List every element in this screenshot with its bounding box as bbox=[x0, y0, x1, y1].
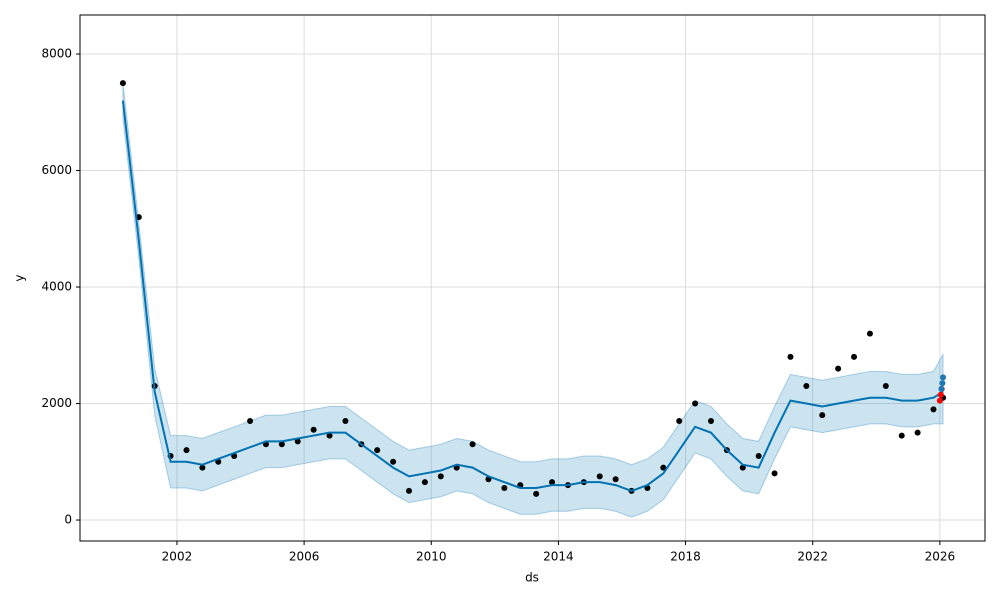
y-tick-label: 2000 bbox=[41, 396, 72, 410]
data-point bbox=[937, 391, 944, 398]
uncertainty-band bbox=[122, 83, 944, 518]
data-point bbox=[882, 383, 889, 390]
data-point bbox=[278, 441, 285, 448]
data-point bbox=[938, 385, 945, 392]
data-point bbox=[940, 374, 947, 381]
data-point bbox=[676, 418, 683, 425]
data-point bbox=[310, 426, 317, 433]
data-point bbox=[851, 353, 858, 360]
data-point bbox=[803, 383, 810, 390]
data-point bbox=[692, 400, 699, 407]
y-tick-label: 8000 bbox=[41, 47, 72, 61]
data-point bbox=[406, 487, 413, 494]
data-point bbox=[939, 380, 946, 387]
data-point bbox=[739, 464, 746, 471]
x-tick-label: 2022 bbox=[797, 550, 828, 564]
x-axis-label: ds bbox=[525, 571, 539, 585]
data-point bbox=[549, 479, 556, 486]
data-point bbox=[342, 418, 349, 425]
data-point bbox=[755, 452, 762, 459]
data-point bbox=[771, 470, 778, 477]
data-point bbox=[914, 429, 921, 436]
data-point bbox=[183, 447, 190, 454]
data-point bbox=[199, 464, 206, 471]
data-point bbox=[294, 438, 301, 445]
data-point bbox=[866, 330, 873, 337]
data-point bbox=[501, 484, 508, 491]
data-point bbox=[596, 473, 603, 480]
y-tick-label: 0 bbox=[64, 513, 72, 527]
data-point bbox=[437, 473, 444, 480]
data-point bbox=[374, 447, 381, 454]
data-point bbox=[707, 418, 714, 425]
data-point bbox=[421, 479, 428, 486]
data-point bbox=[119, 80, 126, 87]
data-point bbox=[326, 432, 333, 439]
plot-frame bbox=[79, 14, 986, 542]
data-point bbox=[612, 476, 619, 483]
data-point bbox=[898, 432, 905, 439]
forecast-line bbox=[121, 100, 944, 492]
x-tick-label: 2014 bbox=[543, 550, 574, 564]
data-point bbox=[930, 406, 937, 413]
x-tick-label: 2010 bbox=[416, 550, 447, 564]
data-point bbox=[819, 412, 826, 419]
data-point bbox=[469, 441, 476, 448]
y-axis-label: y bbox=[13, 274, 27, 281]
data-point bbox=[835, 365, 842, 372]
data-point bbox=[533, 490, 540, 497]
data-point bbox=[787, 353, 794, 360]
data-point bbox=[390, 458, 397, 465]
data-point bbox=[660, 464, 667, 471]
x-tick-label: 2026 bbox=[925, 550, 956, 564]
x-tick-label: 2018 bbox=[670, 550, 701, 564]
data-point bbox=[936, 397, 943, 404]
x-tick-label: 2006 bbox=[289, 550, 320, 564]
data-point bbox=[247, 418, 254, 425]
y-tick-label: 6000 bbox=[41, 163, 72, 177]
y-tick-label: 4000 bbox=[41, 280, 72, 294]
x-tick-label: 2002 bbox=[162, 550, 193, 564]
